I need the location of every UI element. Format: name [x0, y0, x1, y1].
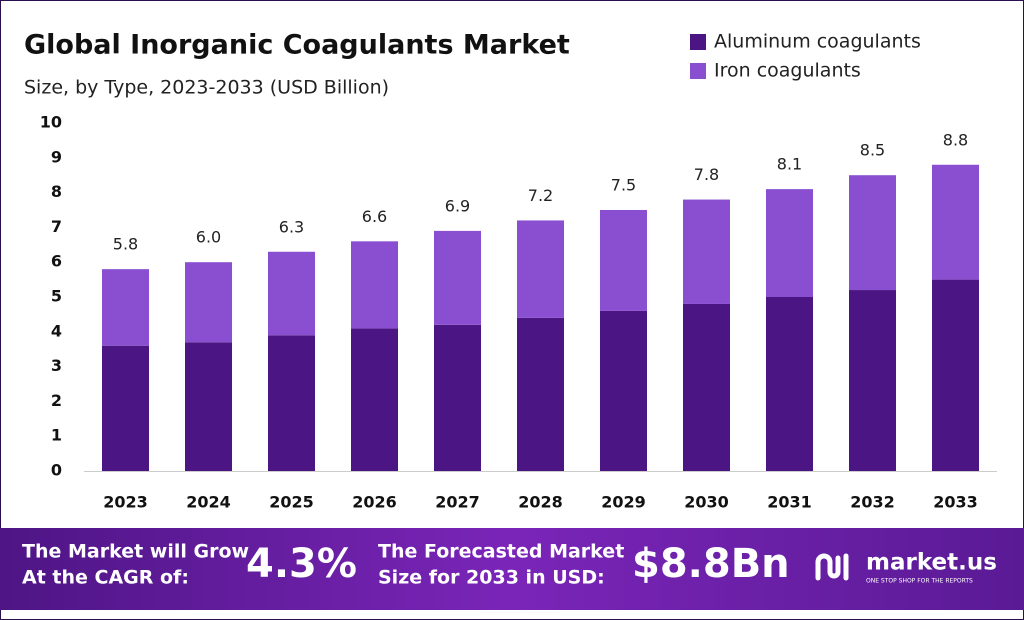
- bar-segment: [517, 317, 564, 471]
- tagline: ONE STOP SHOP FOR THE REPORTS: [866, 578, 973, 585]
- bar-segment: [102, 269, 149, 346]
- x-tick-label: 2033: [933, 493, 978, 512]
- bar-segment: [351, 241, 398, 329]
- footer-band: [0, 528, 1024, 610]
- bar-segment: [766, 189, 813, 297]
- bar-segment: [517, 220, 564, 318]
- bar-segment: [932, 164, 979, 280]
- bar-segment: [849, 175, 896, 291]
- x-tick-label: 2025: [269, 493, 314, 512]
- bar-segment: [932, 279, 979, 471]
- y-tick-label: 5: [51, 287, 62, 306]
- total-label: 7.8: [694, 165, 719, 184]
- total-label: 8.8: [943, 130, 968, 149]
- y-tick-label: 2: [51, 391, 62, 410]
- x-tick-label: 2023: [103, 493, 148, 512]
- total-label: 6.0: [196, 228, 221, 247]
- total-label: 6.6: [362, 207, 387, 226]
- brand: market.us: [866, 550, 997, 576]
- x-tick-label: 2030: [684, 493, 729, 512]
- bar-segment: [434, 230, 481, 325]
- y-tick-label: 10: [40, 113, 62, 132]
- total-label: 6.9: [445, 196, 470, 215]
- forecast-text: The Forecasted Market: [378, 541, 624, 563]
- bar-segment: [600, 310, 647, 471]
- forecast-value: $8.8Bn: [632, 541, 790, 587]
- y-tick-label: 4: [51, 321, 62, 340]
- cagr-text: The Market will Grow: [22, 541, 249, 563]
- bar-segment: [434, 324, 481, 471]
- y-tick-label: 1: [51, 426, 62, 445]
- forecast-text: Size for 2033 in USD:: [378, 567, 605, 589]
- y-tick-label: 8: [51, 182, 62, 201]
- total-label: 7.2: [528, 186, 553, 205]
- bar-segment: [766, 297, 813, 471]
- bar-segment: [683, 303, 730, 471]
- bar-segment: [849, 290, 896, 471]
- y-tick-label: 3: [51, 356, 62, 375]
- y-tick-label: 7: [51, 217, 62, 236]
- bar-segment: [683, 199, 730, 304]
- chart-subtitle: Size, by Type, 2023-2033 (USD Billion): [24, 77, 389, 99]
- bar-segment: [185, 262, 232, 343]
- cagr-value: 4.3%: [246, 541, 357, 587]
- total-label: 8.5: [860, 141, 885, 160]
- y-tick-label: 9: [51, 147, 62, 166]
- legend-label: Aluminum coagulants: [714, 31, 921, 53]
- x-tick-label: 2031: [767, 493, 812, 512]
- total-label: 5.8: [113, 235, 138, 254]
- brand-logo: [815, 553, 849, 581]
- chart-title: Global Inorganic Coagulants Market: [24, 30, 570, 61]
- x-tick-label: 2026: [352, 493, 397, 512]
- legend-swatch: [690, 34, 706, 50]
- bar-segment: [268, 335, 315, 471]
- legend-swatch: [690, 63, 706, 79]
- x-tick-label: 2029: [601, 493, 646, 512]
- x-tick-label: 2028: [518, 493, 563, 512]
- bar-segment: [268, 251, 315, 336]
- bar-segment: [185, 342, 232, 471]
- y-tick-label: 0: [51, 461, 62, 480]
- bar-segment: [600, 210, 647, 311]
- bar-segment: [351, 328, 398, 471]
- legend-label: Iron coagulants: [714, 60, 861, 82]
- total-label: 7.5: [611, 176, 636, 195]
- x-tick-label: 2027: [435, 493, 480, 512]
- total-label: 6.3: [279, 217, 304, 236]
- y-tick-label: 6: [51, 252, 62, 271]
- x-tick-label: 2032: [850, 493, 895, 512]
- cagr-text: At the CAGR of:: [22, 567, 189, 589]
- x-tick-label: 2024: [186, 493, 231, 512]
- total-label: 8.1: [777, 155, 802, 174]
- bar-segment: [102, 345, 149, 471]
